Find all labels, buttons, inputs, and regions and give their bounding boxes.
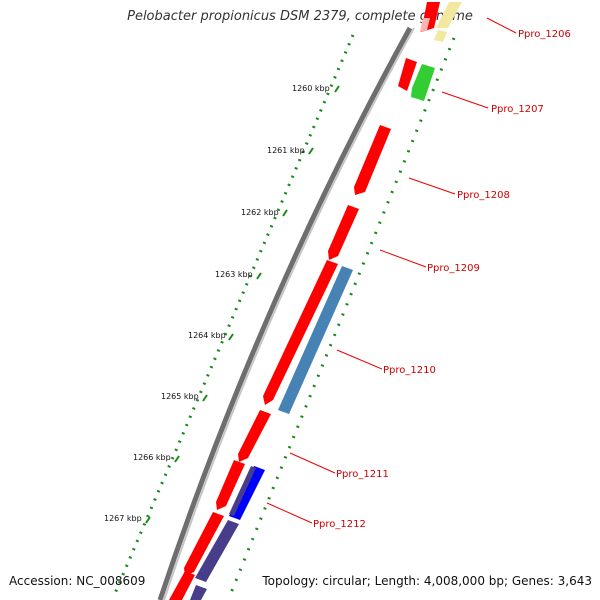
gene-label-ppro-1208[interactable]: Ppro_1208 [457,190,510,201]
tick-mark [334,85,340,93]
tick-mark [256,272,262,280]
gene-arrow-forward[interactable] [278,266,353,414]
gene-label-ppro-1211[interactable]: Ppro_1211 [336,469,389,480]
gene-arrow-reverse[interactable] [216,460,245,510]
tick-mark [202,394,208,402]
leader-line [486,17,517,34]
tick-label-1265: 1265 kbp [161,392,199,401]
gene-arrow-forward[interactable] [434,30,447,42]
gene-label-ppro-1206[interactable]: Ppro_1206 [518,29,571,40]
gene-label-ppro-1210[interactable]: Ppro_1210 [383,365,436,376]
gene-arrow-reverse[interactable] [263,260,338,405]
gene-arrow-reverse[interactable] [169,571,195,600]
gene-arrow-reverse[interactable] [184,512,224,576]
gene-arrow-forward[interactable] [411,64,435,101]
leader-line [441,91,489,109]
tick-mark [282,209,288,217]
tick-label-1266: 1266 kbp [133,453,171,462]
gc-skew-track-inner [227,37,456,599]
gene-label-ppro-1209[interactable]: Ppro_1209 [427,263,480,274]
gene-label-ppro-1207[interactable]: Ppro_1207 [491,104,544,115]
tick-label-1263: 1263 kbp [215,270,253,279]
gc-skew-track-outer [111,34,355,599]
reverse-strand-genes [169,2,440,600]
genome-backbone [157,26,413,600]
tick-mark [228,333,234,341]
tick-label-1267: 1267 kbp [104,514,142,523]
tick-mark [308,147,314,155]
forward-strand-genes [190,2,462,600]
leader-line [289,452,336,474]
leader-line [336,349,383,370]
tick-mark [174,455,180,463]
leader-line [266,502,313,524]
gene-arrow-forward[interactable] [436,2,462,28]
gene-label-ppro-1212[interactable]: Ppro_1212 [313,519,366,530]
gene-arrow-forward[interactable] [195,520,239,582]
leader-line [408,177,456,195]
label-leader-lines [266,17,517,524]
tick-label-1264: 1264 kbp [188,331,226,340]
tick-mark [145,516,151,524]
scale-ticks [145,85,340,524]
gene-arrow-reverse[interactable] [328,205,359,260]
map-title: Pelobacter propionicus DSM 2379, complet… [127,9,473,24]
gene-arrow-reverse[interactable] [398,58,417,91]
tick-label-1261: 1261 kbp [267,146,305,155]
genome-backbone-highlight [163,27,415,600]
accession-label: Accession: NC_008609 [9,574,146,588]
gene-arrow-reverse[interactable] [238,410,271,462]
genome-summary-label: Topology: circular; Length: 4,008,000 bp… [262,574,592,588]
gene-arrow-forward[interactable] [229,466,256,516]
leader-line [379,249,427,268]
gene-arrow-forward[interactable] [190,585,207,600]
gene-arrow-reverse[interactable] [420,18,430,32]
tick-label-1262: 1262 kbp [241,208,279,217]
tick-label-1260: 1260 kbp [292,84,330,93]
gene-arrow-reverse[interactable] [354,125,391,195]
